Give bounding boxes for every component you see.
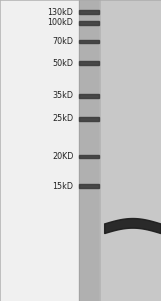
Text: 35kD: 35kD [52,91,73,100]
Polygon shape [105,219,161,234]
Text: 100kD: 100kD [47,18,73,27]
Text: 50kD: 50kD [52,59,73,68]
Text: 25kD: 25kD [52,114,73,123]
Text: 130kD: 130kD [47,8,73,17]
Text: 70kD: 70kD [52,37,73,46]
Bar [79,0,100,301]
Bar [79,39,99,44]
Bar [0,0,79,301]
Bar [79,20,99,24]
Text: 15kD: 15kD [52,182,73,191]
Text: 20KD: 20KD [52,152,73,161]
Bar [79,184,99,188]
Bar [79,10,99,14]
Bar [100,0,161,301]
Bar [79,117,99,121]
Bar [79,61,99,65]
Bar [79,94,99,98]
Bar [79,155,99,158]
